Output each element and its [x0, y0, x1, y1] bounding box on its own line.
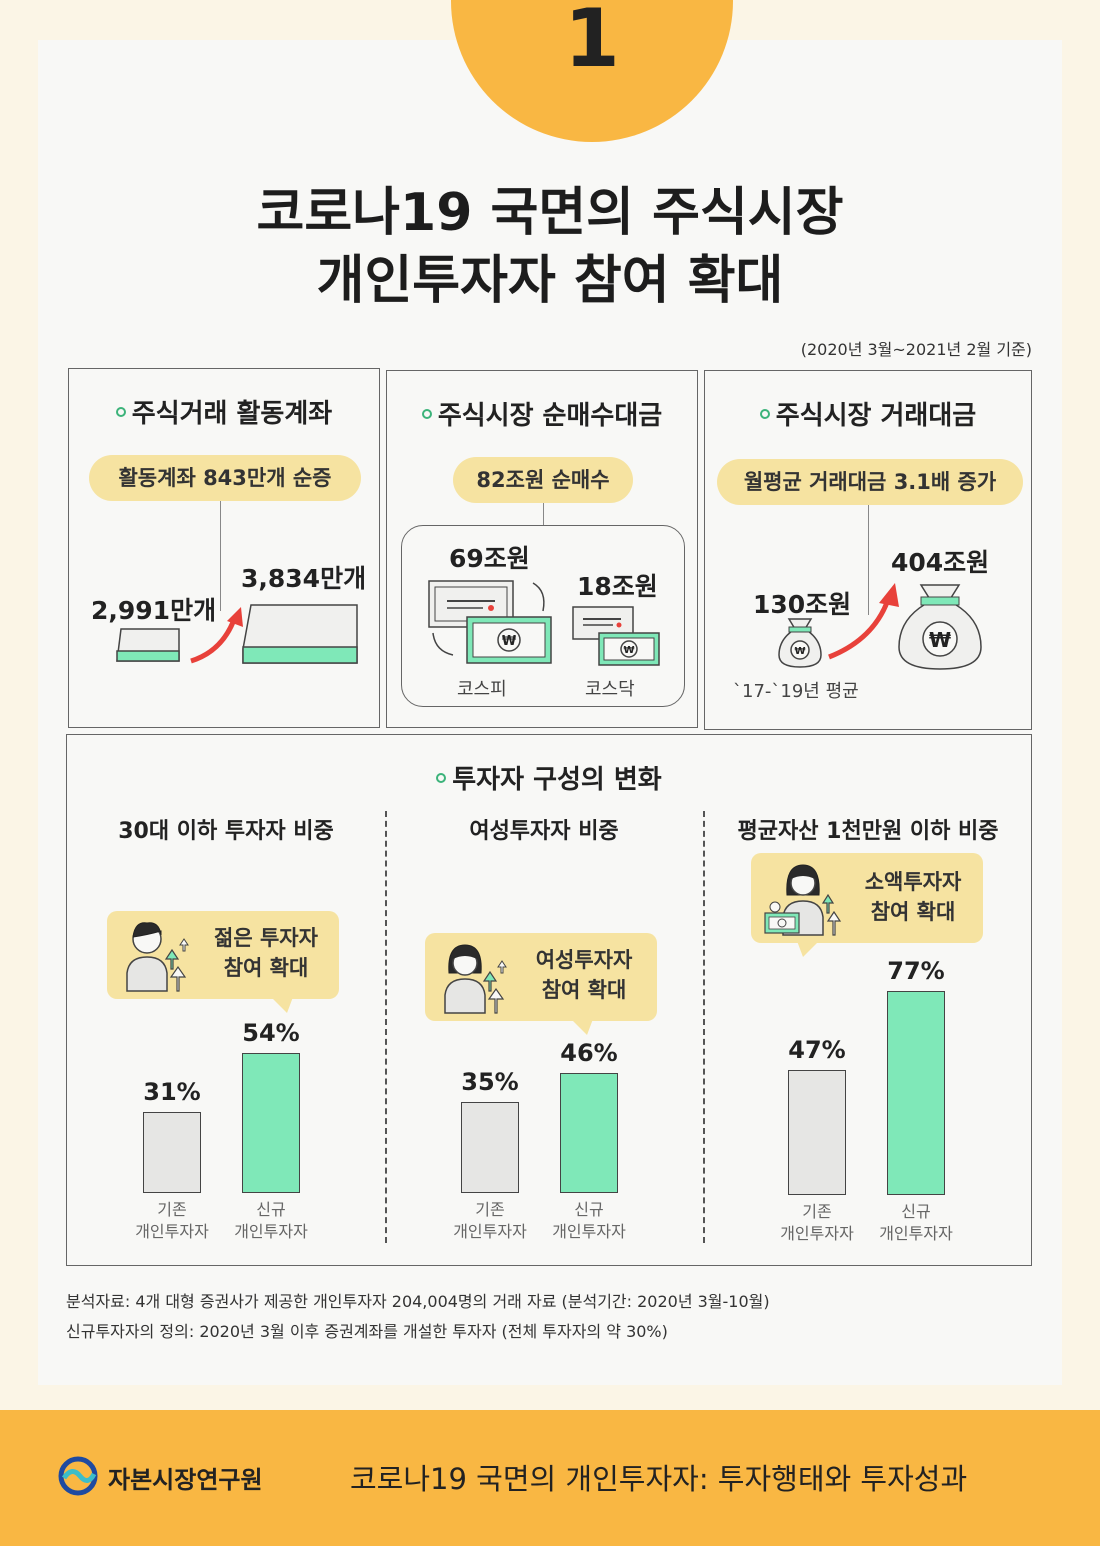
kcmi-logo-icon [58, 1456, 98, 1496]
title-line-1: 코로나19 국면의 주식시장 [256, 183, 844, 243]
kosdaq-money-icon: ₩ [572, 606, 660, 666]
old-pct-label: 35% [461, 1068, 519, 1096]
panel-title: 투자자 구성의 변화 [67, 759, 1031, 796]
connector-line [868, 505, 869, 615]
bullet-icon [759, 408, 770, 419]
panel-investor-composition: 투자자 구성의 변화 30대 이하 투자자 비중 젊은 투자자 참여 확대 여성… [66, 734, 1032, 1266]
group-young-subtitle: 30대 이하 투자자 비중 [118, 819, 334, 844]
definition-note: 신규투자자의 정의: 2020년 3월 이후 증권계좌를 개설한 투자자 (전체… [66, 1322, 668, 1341]
bubble-tail [797, 941, 819, 957]
female-bubble: 여성투자자 참여 확대 [425, 933, 657, 1021]
book-large-icon [242, 604, 358, 664]
large-money-bag-icon: ₩ [898, 584, 982, 670]
source-note: 분석자료: 4개 대형 증권사가 제공한 개인투자자 204,004명의 거래 … [66, 1292, 770, 1311]
book-small-icon [116, 628, 180, 662]
female-investor-icon [444, 944, 507, 1014]
new-pct-label: 77% [887, 956, 945, 985]
title-line-2: 개인투자자 참여 확대 [316, 251, 784, 311]
new-bar [242, 1052, 300, 1193]
bubble-line-2: 참여 확대 [870, 900, 956, 924]
panel-title: 주식시장 순매수대금 [387, 395, 697, 432]
new-pct-label: 54% [242, 1018, 300, 1047]
new-investor-label: 신규 개인투자자 [234, 1200, 308, 1241]
young-investor-icon [126, 922, 189, 992]
svg-text:₩: ₩ [929, 628, 951, 652]
red-arrow-icon [828, 583, 899, 660]
red-arrow-icon [190, 607, 243, 664]
old-pct-label: 47% [788, 1036, 846, 1065]
trading-after: 404조원 [891, 548, 990, 577]
bubble-line-2: 참여 확대 [223, 956, 309, 980]
net-buy-box [401, 525, 685, 707]
panel-trading-value: 주식시장 거래대금 월평균 거래대금 3.1배 증가 130조원 404조원 ₩… [704, 370, 1032, 730]
kosdaq-value: 18조원 [577, 572, 658, 601]
bullet-icon [421, 408, 432, 419]
kosdaq-label: 코스닥 [585, 679, 635, 700]
panel-title: 주식거래 활동계좌 [69, 393, 379, 430]
kospi-money-icon: ₩ [428, 580, 552, 664]
footer-bar: 자본시장연구원 코로나19 국면의 개인투자자: 투자행태와 투자성과 [0, 1410, 1100, 1546]
old-investor-label: 기존 개인투자자 [135, 1200, 209, 1241]
divider [703, 811, 705, 1243]
old-bar [788, 1070, 846, 1195]
old-investor-label: 기존 개인투자자 [780, 1202, 854, 1243]
section-number: 1 [564, 0, 620, 85]
report-title: 코로나19 국면의 개인투자자: 투자행태와 투자성과 [350, 1462, 968, 1496]
bubble-tail [571, 1019, 593, 1035]
small-investor-icon [764, 864, 842, 936]
small-asset-bubble: 소액투자자 참여 확대 [751, 853, 983, 943]
bubble-tail [271, 997, 293, 1013]
bubble-line-1: 소액투자자 [864, 870, 962, 894]
org-name: 자본시장연구원 [108, 1466, 263, 1494]
svg-text:₩: ₩ [502, 634, 517, 649]
net-buy-pill: 82조원 순매수 [453, 457, 633, 503]
accounts-before: 2,991만개 [91, 596, 217, 625]
number-badge: 1 [451, 0, 733, 142]
panel-title: 주식시장 거래대금 [705, 395, 1031, 432]
connector-line [543, 503, 544, 525]
old-bar [143, 1112, 201, 1193]
bullet-icon [436, 772, 447, 783]
trading-pill: 월평균 거래대금 3.1배 증가 [717, 459, 1023, 505]
svg-text:₩: ₩ [794, 646, 805, 657]
new-investor-label: 신규 개인투자자 [552, 1200, 626, 1241]
divider [385, 811, 387, 1243]
bubble-line-1: 여성투자자 [535, 948, 633, 972]
group-female-subtitle: 여성투자자 비중 [469, 819, 619, 844]
svg-text:₩: ₩ [623, 645, 634, 656]
young-bubble: 젊은 투자자 참여 확대 [107, 911, 339, 999]
old-investor-label: 기존 개인투자자 [453, 1200, 527, 1241]
old-bar [461, 1102, 519, 1193]
group-small-asset-subtitle: 평균자산 1천만원 이하 비중 [737, 819, 999, 844]
small-money-bag-icon: ₩ [778, 618, 822, 668]
trading-before: 130조원 [753, 590, 852, 619]
basis-date: (2020년 3월~2021년 2월 기준) [800, 340, 1032, 359]
old-pct-label: 31% [143, 1078, 201, 1107]
panel-active-accounts: 주식거래 활동계좌 활동계좌 843만개 순증 2,991만개 3,834만개 [68, 368, 380, 728]
new-investor-label: 신규 개인투자자 [879, 1202, 953, 1243]
new-bar [887, 990, 945, 1195]
accounts-after: 3,834만개 [241, 564, 367, 593]
new-bar [560, 1073, 618, 1193]
trading-before-label: `17-`19년 평균 [733, 681, 859, 702]
bubble-line-2: 참여 확대 [541, 978, 627, 1002]
bullet-icon [115, 406, 126, 417]
new-pct-label: 46% [560, 1039, 618, 1068]
panel-net-buy: 주식시장 순매수대금 82조원 순매수 69조원 18조원 ₩ ₩ 코스피 코스… [386, 370, 698, 728]
kospi-value: 69조원 [449, 544, 530, 573]
kospi-label: 코스피 [457, 679, 507, 700]
accounts-pill: 활동계좌 843만개 순증 [89, 455, 361, 501]
bubble-line-1: 젊은 투자자 [214, 926, 318, 950]
connector-line [220, 501, 221, 611]
